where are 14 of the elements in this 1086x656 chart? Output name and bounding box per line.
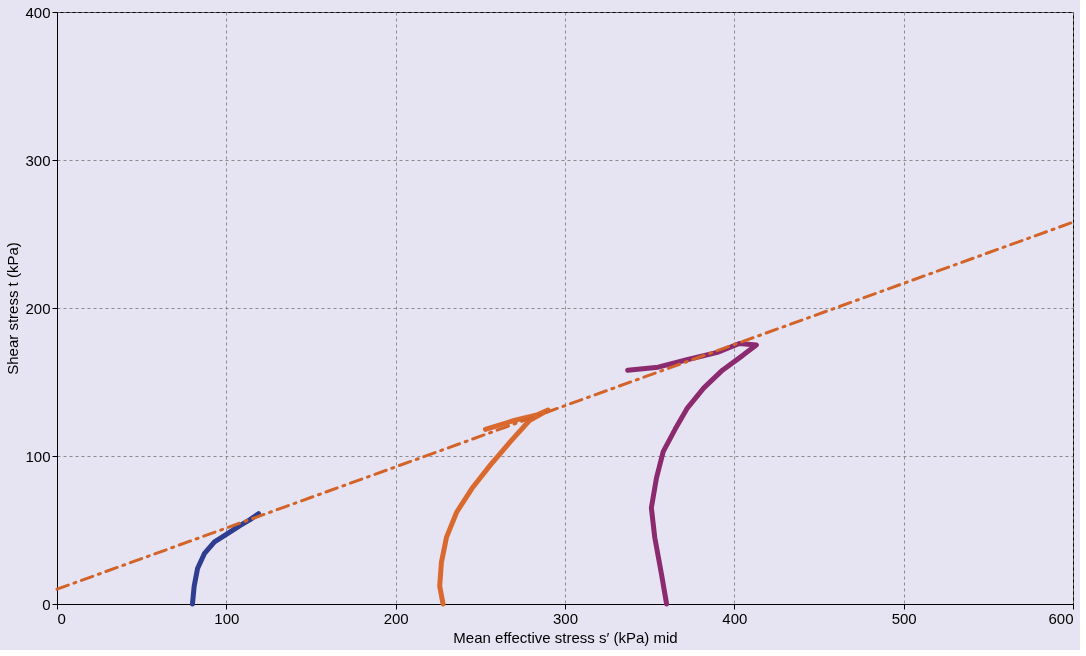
- x-tick-label: 200: [383, 609, 409, 627]
- x-axis-title: Mean effective stress s′ (kPa) mid: [453, 628, 678, 646]
- x-tick-label: 500: [891, 609, 917, 627]
- y-tick-label: 300: [25, 151, 51, 169]
- y-axis-title: Shear stress t (kPa): [4, 242, 22, 375]
- x-tick-label: 100: [214, 609, 240, 627]
- y-tick-label: 400: [25, 3, 51, 21]
- x-tick-label: 600: [1048, 609, 1074, 627]
- y-tick-label: 100: [25, 447, 51, 465]
- y-tick-label: 0: [42, 595, 51, 613]
- y-tick-label: 200: [25, 299, 51, 317]
- x-tick-label: 300: [552, 609, 579, 627]
- x-tick-label: 0: [57, 609, 66, 627]
- x-tick-label: 400: [722, 609, 748, 627]
